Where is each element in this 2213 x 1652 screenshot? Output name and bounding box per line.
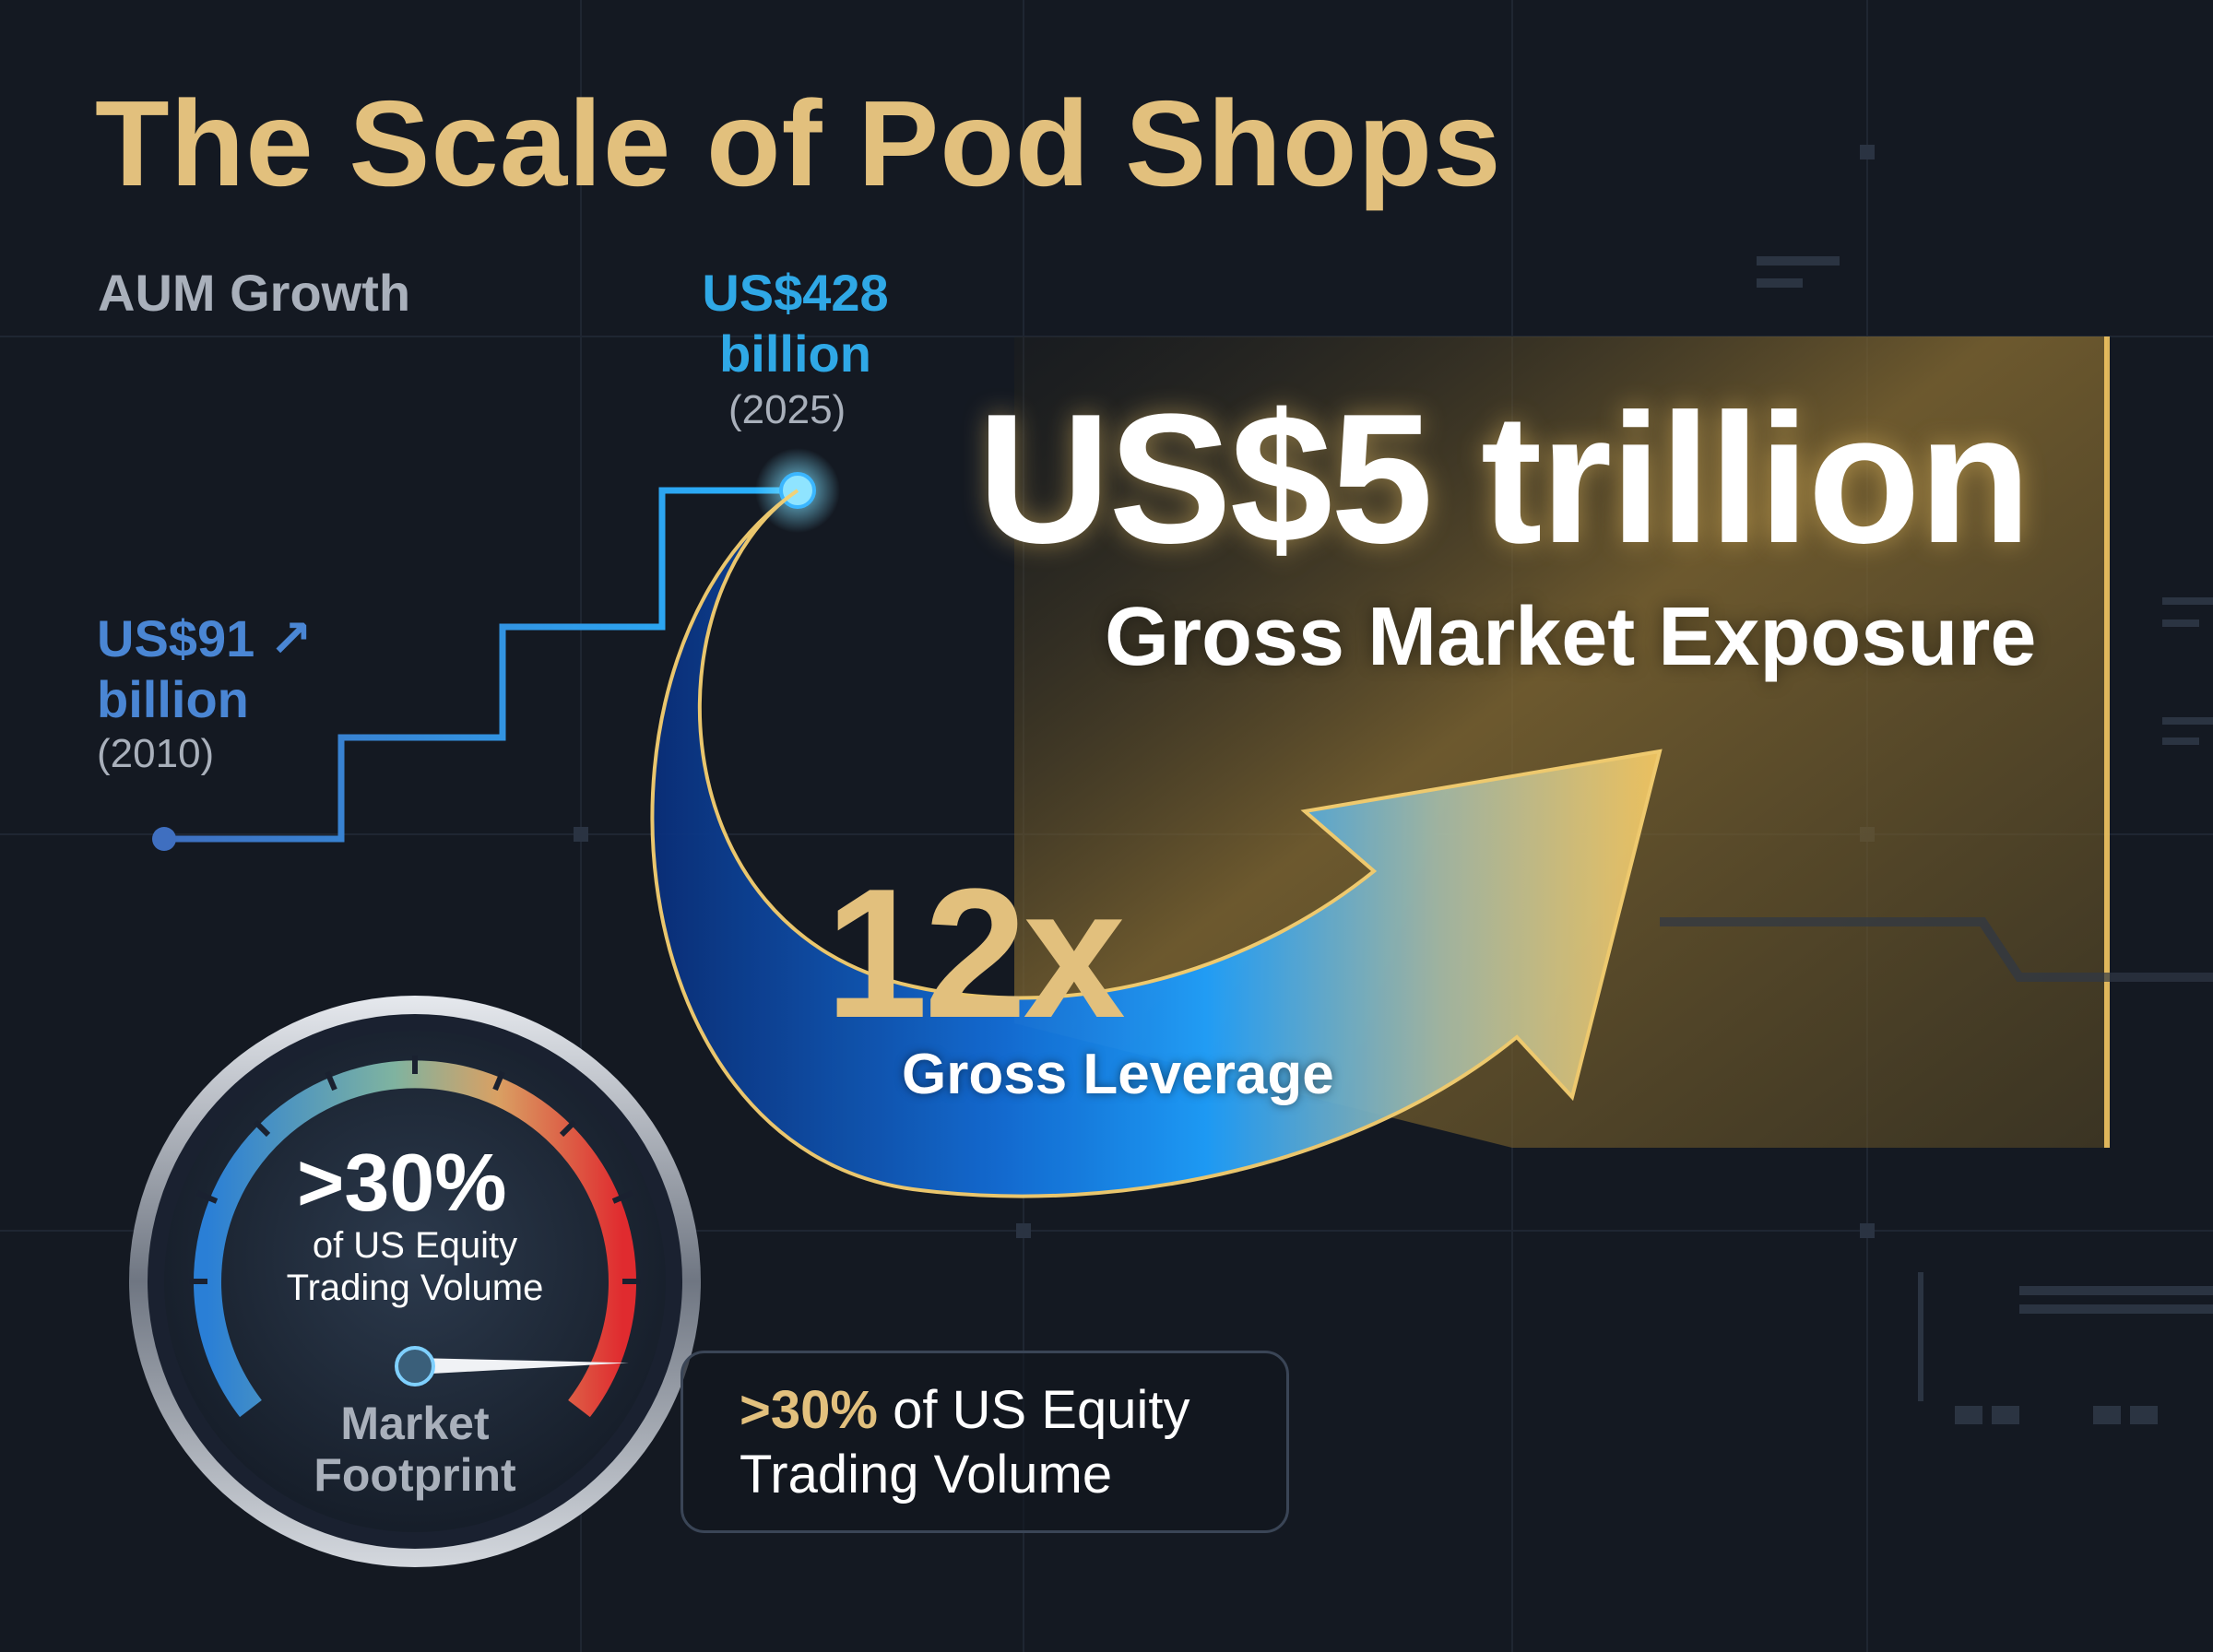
aum-end-year: (2025)	[728, 387, 846, 432]
aum-start-unit: billion	[97, 670, 249, 728]
aum-growth-label: AUM Growth	[98, 264, 411, 322]
aum-end-amount: US$428	[702, 264, 889, 322]
callout-line2: Trading Volume	[740, 1445, 1113, 1504]
aum-end-value: US$428 billion	[692, 263, 899, 384]
leverage-curved-arrow	[650, 489, 1663, 1198]
gauge-label: Market Footprint	[314, 1398, 516, 1501]
leverage-amount: 12x	[825, 851, 1126, 1056]
gauge-needle-hub	[395, 1346, 435, 1386]
aum-start-value: US$91 ↗ billion	[97, 608, 313, 730]
gauge-scale-arc	[194, 1060, 636, 1418]
aum-growth-staircase	[164, 487, 798, 843]
exposure-label: Gross Market Exposure	[1105, 591, 2037, 683]
leverage-label: Gross Leverage	[902, 1043, 1334, 1106]
gauge-percent: >30%	[297, 1137, 507, 1228]
gauge-description: of US Equity Trading Volume	[286, 1225, 544, 1308]
aum-end-unit: billion	[719, 324, 871, 383]
decorative-tech-marks	[1757, 256, 2213, 1424]
callout-line1: of US Equity	[877, 1380, 1190, 1440]
page-title: The Scale of Pod Shops	[95, 76, 1502, 211]
decorative-circuit-line	[1660, 917, 2213, 982]
aum-start-point	[152, 827, 176, 851]
market-footprint-gauge	[129, 996, 701, 1567]
aum-start-amount: US$91	[97, 609, 255, 667]
callout-highlight: >30%	[740, 1380, 878, 1440]
gauge-needle	[414, 1358, 629, 1375]
callout-box	[680, 1351, 1289, 1533]
aum-start-year: (2010)	[97, 731, 215, 776]
exposure-amount: US$5 trillion	[977, 376, 2031, 582]
callout-text: >30% of US Equity Trading Volume	[740, 1378, 1189, 1507]
arrow-up-right-icon: ↗	[268, 609, 313, 667]
